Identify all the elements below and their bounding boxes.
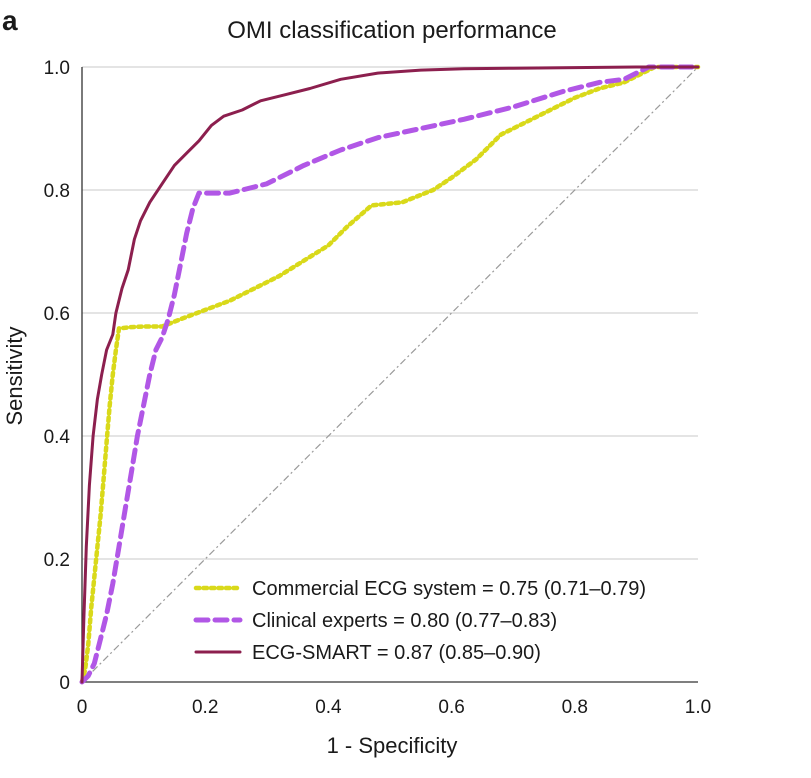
reference-line-group xyxy=(81,66,699,683)
panel-label: a xyxy=(2,5,18,36)
legend: Commercial ECG system = 0.75 (0.71–0.79)… xyxy=(193,578,646,664)
x-tick-label: 0.4 xyxy=(315,697,342,718)
y-tick-label: 0.2 xyxy=(44,550,70,571)
gridlines xyxy=(82,66,698,560)
y-tick-label: 0.8 xyxy=(44,181,70,202)
series-line-1 xyxy=(79,64,701,685)
x-tick-label: 0.6 xyxy=(438,697,464,718)
legend-label-1: Commercial ECG system = 0.75 (0.71–0.79) xyxy=(252,578,646,600)
series-line-2 xyxy=(79,64,701,685)
legend-label-3: ECG-SMART = 0.87 (0.85–0.90) xyxy=(252,642,541,664)
x-tick-label: 0.8 xyxy=(562,697,588,718)
axes xyxy=(81,67,698,683)
y-tick-label: 0.4 xyxy=(44,427,71,448)
y-tick-label: 0 xyxy=(59,673,70,694)
y-axis-label: Sensitivity xyxy=(2,326,27,425)
x-tick-label: 1.0 xyxy=(685,697,711,718)
x-axis-label: 1 - Specificity xyxy=(327,733,458,758)
y-tick-labels: 0 0.2 0.4 0.6 0.8 1.0 xyxy=(44,58,71,694)
x-tick-label: 0.2 xyxy=(192,697,218,718)
legend-label-2: Clinical experts = 0.80 (0.77–0.83) xyxy=(252,610,557,632)
series-line-3 xyxy=(80,65,700,684)
y-tick-label: 1.0 xyxy=(44,58,70,79)
x-tick-labels: 0 0.2 0.4 0.6 0.8 1.0 xyxy=(77,697,712,718)
y-tick-label: 0.6 xyxy=(44,304,70,325)
x-tick-label: 0 xyxy=(77,697,88,718)
reference-diagonal-line xyxy=(81,66,699,683)
chart-title: OMI classification performance xyxy=(227,17,556,44)
series-lines xyxy=(79,64,701,685)
